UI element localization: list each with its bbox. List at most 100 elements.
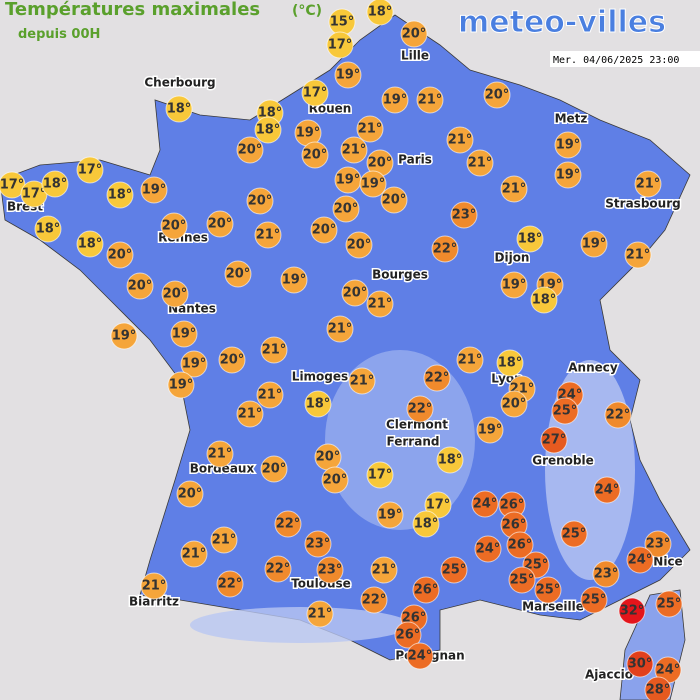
temperature-marker [264,555,292,583]
temperature-marker [316,556,344,584]
temperature-marker [634,170,662,198]
temperature-marker [106,181,134,209]
temperature-marker [345,231,373,259]
temperature-label: 20° [347,238,372,253]
temperature-label: 20° [238,143,263,158]
temperature-label: 17° [303,86,328,101]
temperature-marker [394,621,422,649]
temperature-marker [412,510,440,538]
temperature-label: 26° [502,518,527,533]
city-label: Bordeaux [190,462,255,476]
logo: meteo-villes [458,5,666,40]
temperature-label: 21° [142,579,167,594]
temperature-marker [260,336,288,364]
temperature-label: 18° [167,102,192,117]
temperature-label: 25° [582,593,607,608]
temperature-marker [165,95,193,123]
temperature-label: 21° [502,182,527,197]
city-label: Strasbourg [605,197,680,211]
temperature-marker [110,322,138,350]
temperature-label: 20° [368,156,393,171]
temperature-label: 21° [636,177,661,192]
temperature-marker [416,86,444,114]
temperature-marker [618,597,646,625]
temperature-marker [624,241,652,269]
temperature-label: 19° [142,183,167,198]
temperature-label: 22° [606,408,631,423]
temperature-marker [180,540,208,568]
temperature-marker [326,31,354,59]
temperature-label: 15° [330,15,355,30]
temperature-marker [500,175,528,203]
temperature-marker [170,320,198,348]
temperature-label: 20° [402,27,427,42]
city-label: Clermont [386,418,448,432]
temperature-label: 20° [502,397,527,412]
temperature-label: 24° [476,542,501,557]
temperature-label: 19° [182,357,207,372]
temperature-marker [260,455,288,483]
temperature-label: 20° [343,286,368,301]
temperature-label: 24° [408,649,433,664]
temperature-label: 19° [383,93,408,108]
temperature-marker [626,546,654,574]
temperature-marker [456,346,484,374]
temperature-marker [474,535,502,563]
temperature-label: 20° [248,194,273,209]
date: Mer. 04/06/2025 23:00 [553,55,679,66]
temperature-marker [167,371,195,399]
temperature-label: 18° [532,293,557,308]
temperature-marker [306,600,334,628]
temperature-marker [210,526,238,554]
temperature-marker [436,446,464,474]
temperature-label: 26° [500,498,525,513]
temperature-marker [554,161,582,189]
temperature-label: 19° [112,329,137,344]
temperature-label: 17° [328,38,353,53]
temperature-label: 19° [556,138,581,153]
temperature-marker [326,315,354,343]
city-label: Biarritz [129,595,179,609]
temperature-marker [218,346,246,374]
temperature-marker [534,576,562,604]
temperature-label: 21° [256,228,281,243]
temperature-marker [626,650,654,678]
temperature-marker [366,0,394,26]
temperature-label: 21° [258,388,283,403]
temperature-label: 20° [178,487,203,502]
city-label: Metz [555,112,588,126]
temperature-marker [466,149,494,177]
temperature-label: 19° [478,423,503,438]
temperature-marker [76,156,104,184]
temperature-label: 20° [220,353,245,368]
temperature-label: 25° [657,597,682,612]
temperature-label: 18° [78,237,103,252]
temperature-marker [206,210,234,238]
temperature-marker [580,586,608,614]
temperature-marker [412,576,440,604]
temperature-marker [106,241,134,269]
temperature-label: 19° [169,378,194,393]
temperature-label: 18° [258,106,283,121]
temperature-marker [304,390,332,418]
temperature-label: 19° [172,327,197,342]
city-label: Ferrand [387,435,440,449]
temperature-label: 25° [510,573,535,588]
temperature-label: 25° [562,527,587,542]
temperature-label: 23° [318,563,343,578]
temperature-label: 21° [238,407,263,422]
temperature-label: 21° [328,322,353,337]
temperature-label: 19° [336,68,361,83]
temperature-marker [508,566,536,594]
temperature-marker [380,186,408,214]
temperature-label: 20° [226,267,251,282]
temperature-marker [246,187,274,215]
temperature-marker [301,141,329,169]
temperature-marker [370,556,398,584]
temperature-marker [254,116,282,144]
temperature-label: 17° [78,163,103,178]
temperature-label: 23° [452,208,477,223]
massif-central [325,350,475,530]
temperature-label: 22° [276,517,301,532]
temperature-marker [400,20,428,48]
